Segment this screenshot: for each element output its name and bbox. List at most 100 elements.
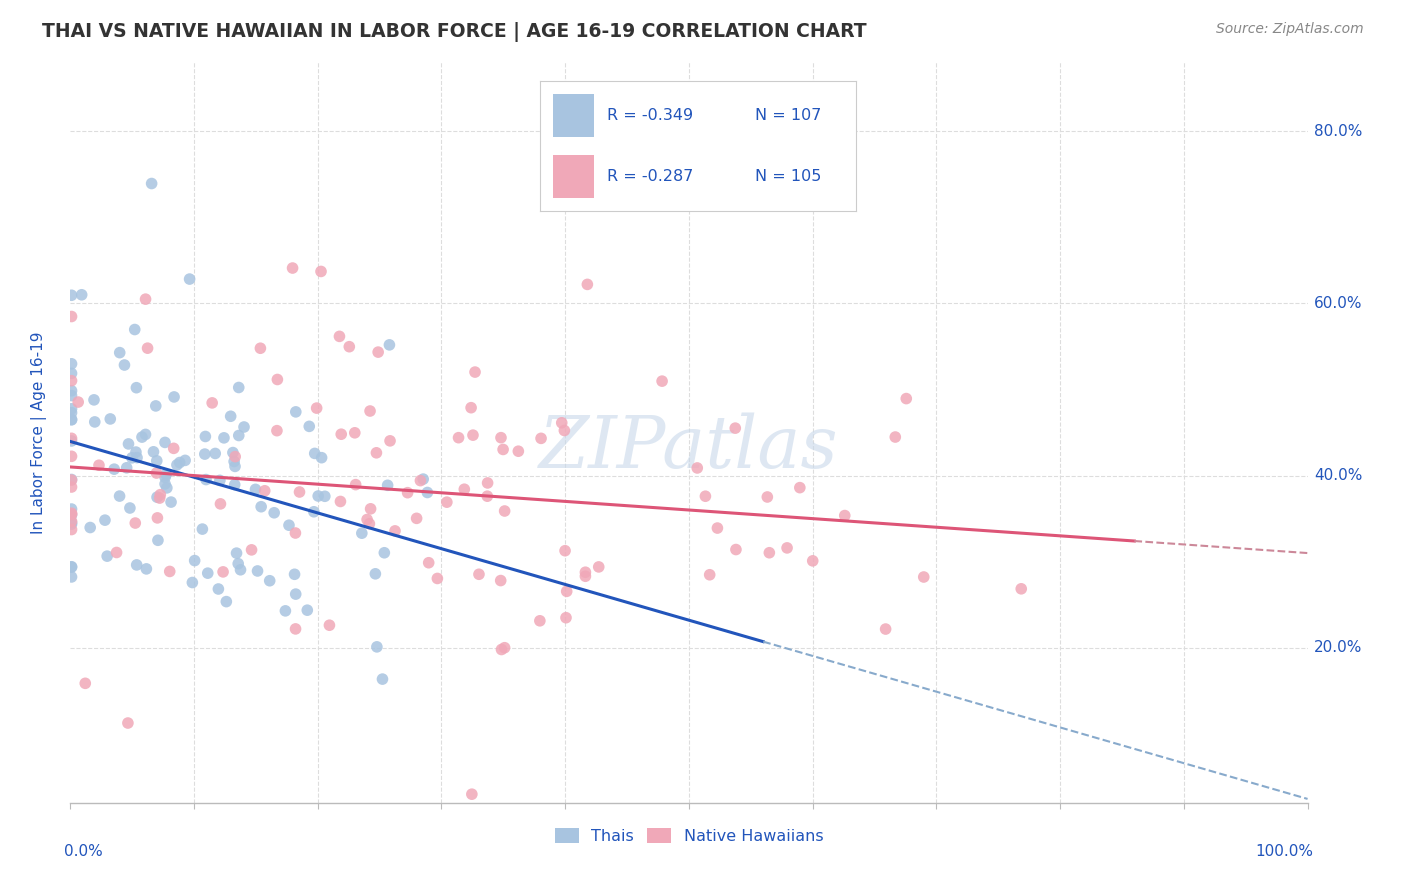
Point xyxy=(212,565,235,579)
Point xyxy=(219,409,242,424)
Point xyxy=(60,388,83,402)
Point xyxy=(834,508,856,523)
Point xyxy=(278,518,301,533)
Point xyxy=(135,562,157,576)
Point xyxy=(554,543,576,558)
Text: 100.0%: 100.0% xyxy=(1256,844,1313,858)
Text: THAI VS NATIVE HAWAIIAN IN LABOR FORCE | AGE 16-19 CORRELATION CHART: THAI VS NATIVE HAWAIIAN IN LABOR FORCE |… xyxy=(42,22,868,42)
Point xyxy=(491,642,513,657)
Point xyxy=(468,567,491,582)
Point xyxy=(60,450,83,464)
Point xyxy=(288,485,311,500)
Text: In Labor Force | Age 16-19: In Labor Force | Age 16-19 xyxy=(31,331,48,534)
Point xyxy=(222,445,245,459)
Text: Source: ZipAtlas.com: Source: ZipAtlas.com xyxy=(1216,22,1364,37)
Point xyxy=(307,489,329,503)
Point xyxy=(724,542,747,557)
Point xyxy=(489,574,512,588)
Point xyxy=(651,374,673,388)
Point xyxy=(131,430,153,444)
Point xyxy=(284,405,307,419)
Point xyxy=(145,466,167,480)
Point xyxy=(60,473,83,487)
Point xyxy=(453,482,475,496)
Point xyxy=(356,512,378,526)
Point xyxy=(426,571,449,585)
Point xyxy=(60,310,83,324)
Point xyxy=(529,614,551,628)
Point xyxy=(149,488,172,502)
Point xyxy=(60,508,83,522)
Point xyxy=(249,341,271,355)
Point xyxy=(125,445,148,459)
Point xyxy=(464,365,486,379)
Point xyxy=(343,425,366,440)
Point xyxy=(724,421,747,435)
Point xyxy=(302,505,325,519)
Point xyxy=(195,473,218,487)
Point xyxy=(553,424,575,438)
Point xyxy=(461,428,484,442)
Point xyxy=(284,587,307,601)
Point xyxy=(125,558,148,572)
Point xyxy=(60,523,83,537)
Point xyxy=(215,594,238,608)
Point xyxy=(204,446,226,460)
Point xyxy=(695,489,717,503)
Point xyxy=(70,287,93,301)
Point xyxy=(284,622,307,636)
Point xyxy=(105,545,128,559)
Point xyxy=(181,575,204,590)
Point xyxy=(118,501,141,516)
Point xyxy=(298,419,321,434)
Point xyxy=(318,618,340,632)
Text: 40.0%: 40.0% xyxy=(1313,468,1362,483)
Point xyxy=(405,511,427,525)
Point xyxy=(274,604,297,618)
Point xyxy=(706,521,728,535)
Point xyxy=(297,603,319,617)
Point xyxy=(250,500,273,514)
Point xyxy=(330,427,353,442)
Point xyxy=(366,640,388,654)
Point xyxy=(281,260,304,275)
Point xyxy=(83,392,105,407)
Point xyxy=(366,446,388,460)
Point xyxy=(146,454,169,468)
Point xyxy=(60,401,83,416)
Point xyxy=(60,413,83,427)
Point xyxy=(124,322,146,336)
Point xyxy=(489,431,512,445)
Point xyxy=(121,450,143,465)
Point xyxy=(461,787,484,801)
Text: 20.0%: 20.0% xyxy=(1313,640,1362,656)
Point xyxy=(174,453,197,467)
Point xyxy=(801,554,824,568)
Point xyxy=(145,399,167,413)
Point xyxy=(551,416,574,430)
Point xyxy=(103,462,125,476)
Point xyxy=(60,514,83,528)
Point xyxy=(253,483,276,498)
Point xyxy=(359,516,381,531)
Point xyxy=(146,490,169,504)
Point xyxy=(87,458,110,473)
Point xyxy=(115,460,138,475)
Point xyxy=(492,442,515,457)
Point xyxy=(360,501,382,516)
Point xyxy=(396,485,419,500)
Point xyxy=(163,390,186,404)
Point xyxy=(359,404,381,418)
Point xyxy=(1010,582,1032,596)
Point xyxy=(224,454,246,468)
Point xyxy=(416,485,439,500)
Point xyxy=(574,569,596,583)
Point xyxy=(329,494,352,508)
Point xyxy=(477,475,499,490)
Point xyxy=(135,292,157,306)
Point xyxy=(377,478,399,492)
Point xyxy=(79,520,101,534)
Point xyxy=(60,506,83,520)
Point xyxy=(284,526,307,541)
Point xyxy=(337,340,360,354)
